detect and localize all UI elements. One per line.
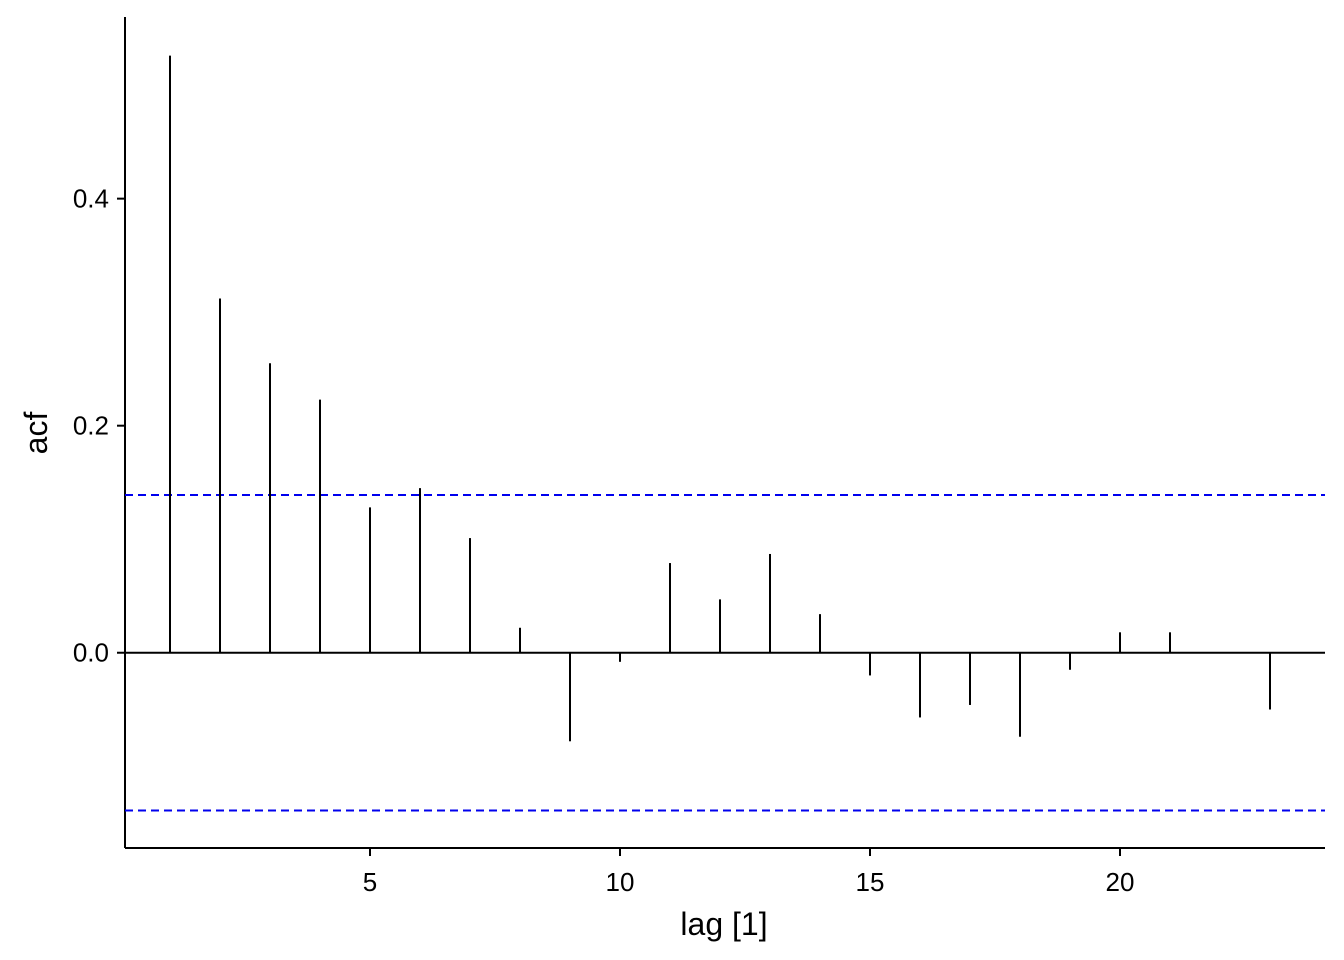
x-tick-label: 20	[1106, 867, 1135, 897]
y-tick-label: 0.0	[73, 638, 109, 668]
x-ticks: 5 10 15 20	[363, 848, 1135, 897]
confidence-bounds	[125, 493, 1325, 812]
y-ticks: 0.0 0.2 0.4	[73, 184, 125, 668]
y-tick-label: 0.4	[73, 184, 109, 214]
axes	[124, 17, 1325, 849]
y-axis-title: acf	[18, 412, 54, 455]
y-tick-label: 0.2	[73, 411, 109, 441]
x-tick-label: 5	[363, 867, 377, 897]
x-axis-title: lag [1]	[680, 906, 767, 942]
x-tick-label: 15	[856, 867, 885, 897]
acf-bars	[169, 55, 1271, 742]
x-tick-label: 10	[606, 867, 635, 897]
